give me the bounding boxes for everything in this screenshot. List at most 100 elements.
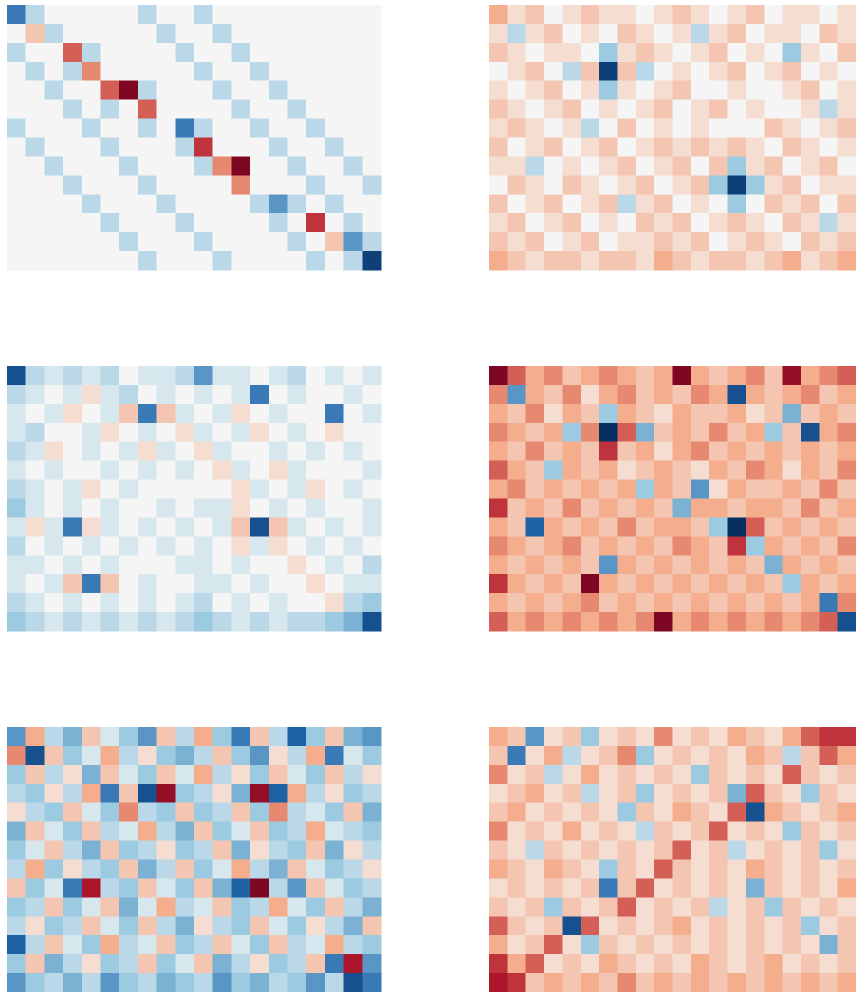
heatmap-cell bbox=[137, 593, 157, 613]
heatmap-cell bbox=[672, 366, 692, 386]
heatmap-cell bbox=[137, 536, 157, 556]
heatmap-cell bbox=[137, 935, 157, 955]
heatmap-cell bbox=[635, 441, 655, 462]
heatmap-cell bbox=[654, 156, 673, 176]
heatmap-cell bbox=[100, 878, 120, 898]
heatmap-cell bbox=[156, 460, 176, 480]
heatmap-cell bbox=[194, 802, 214, 823]
heatmap-cell bbox=[212, 973, 232, 992]
heatmap-cell bbox=[599, 878, 618, 898]
heatmap-cell bbox=[507, 536, 527, 556]
heatmap-cell bbox=[800, 366, 820, 386]
heatmap-cell bbox=[782, 479, 802, 499]
heatmap-cell bbox=[672, 118, 692, 138]
heatmap-cell bbox=[212, 366, 232, 386]
heatmap-cell bbox=[119, 23, 139, 44]
heatmap-cell bbox=[654, 460, 673, 480]
heatmap-cell bbox=[599, 954, 618, 974]
heatmap-cell bbox=[489, 973, 508, 992]
heatmap-cell bbox=[7, 61, 27, 82]
heatmap-cell bbox=[819, 213, 839, 233]
heatmap-cell bbox=[231, 23, 251, 44]
heatmap-cell bbox=[212, 498, 232, 518]
heatmap-cell bbox=[250, 384, 270, 405]
heatmap-cell bbox=[137, 441, 157, 462]
heatmap-cell bbox=[156, 517, 176, 537]
heatmap-cell bbox=[81, 878, 101, 898]
heatmap-cell bbox=[156, 840, 176, 860]
heatmap-cell bbox=[599, 536, 618, 556]
heatmap-cell bbox=[745, 612, 765, 632]
heatmap-cell bbox=[489, 61, 508, 82]
heatmap-cell bbox=[617, 213, 637, 233]
heatmap-cell bbox=[672, 384, 692, 405]
heatmap-cell bbox=[175, 973, 195, 992]
heatmap-cell bbox=[7, 536, 27, 556]
heatmap-cell bbox=[562, 574, 582, 594]
heatmap-cell bbox=[489, 916, 508, 936]
heatmap-cell bbox=[25, 441, 45, 462]
heatmap-cell bbox=[782, 593, 802, 613]
heatmap-cell bbox=[250, 460, 270, 480]
heatmap-cell bbox=[231, 194, 251, 214]
heatmap-cell bbox=[580, 403, 600, 424]
heatmap-cell bbox=[156, 384, 176, 405]
heatmap-cell bbox=[562, 441, 582, 462]
heatmap-cell bbox=[287, 764, 307, 785]
heatmap-cell bbox=[800, 42, 820, 63]
heatmap-cell bbox=[137, 5, 157, 25]
heatmap-cell bbox=[306, 137, 326, 157]
heatmap-cell bbox=[764, 479, 783, 499]
heatmap-cell bbox=[635, 764, 655, 785]
heatmap-cell bbox=[175, 175, 195, 195]
heatmap-cell bbox=[544, 498, 563, 518]
heatmap-cell bbox=[175, 23, 195, 44]
heatmap-cell bbox=[635, 118, 655, 138]
heatmap-cell bbox=[63, 555, 83, 575]
heatmap-cell bbox=[194, 80, 214, 101]
heatmap-cell bbox=[156, 802, 176, 823]
heatmap-cell bbox=[764, 954, 783, 974]
heatmap-cell bbox=[156, 366, 176, 386]
heatmap-cell bbox=[156, 897, 176, 917]
heatmap-cell bbox=[819, 23, 839, 44]
heatmap-cell bbox=[635, 612, 655, 632]
heatmap-cell bbox=[800, 384, 820, 405]
heatmap-cell bbox=[782, 403, 802, 424]
heatmap-cell bbox=[727, 99, 747, 119]
heatmap-cell bbox=[100, 42, 120, 63]
heatmap-cell bbox=[617, 498, 637, 518]
heatmap-cell bbox=[635, 555, 655, 575]
heatmap-cell bbox=[268, 802, 288, 823]
heatmap-cell bbox=[63, 745, 83, 766]
heatmap-cell bbox=[137, 251, 157, 271]
heatmap-cell bbox=[672, 479, 692, 499]
heatmap-cell bbox=[194, 118, 214, 138]
heatmap-cell bbox=[324, 366, 344, 386]
heatmap-cell bbox=[306, 118, 326, 138]
heatmap-cell bbox=[819, 422, 839, 443]
heatmap-cell bbox=[119, 232, 139, 252]
heatmap-cell bbox=[525, 574, 545, 594]
heatmap-cell bbox=[819, 384, 839, 405]
heatmap-cell bbox=[231, 821, 251, 841]
heatmap-cell bbox=[654, 783, 673, 804]
heatmap-cell bbox=[63, 137, 83, 157]
heatmap-cell bbox=[672, 251, 692, 271]
heatmap-cell bbox=[709, 232, 728, 252]
heatmap-cell bbox=[287, 384, 307, 405]
heatmap-cell bbox=[489, 384, 508, 405]
heatmap-cell bbox=[819, 366, 839, 386]
heatmap-cell bbox=[709, 555, 728, 575]
heatmap-cell bbox=[672, 840, 692, 860]
heatmap-cell bbox=[156, 783, 176, 804]
heatmap-cell bbox=[525, 175, 545, 195]
heatmap-cell bbox=[362, 61, 382, 82]
heatmap-cell bbox=[819, 137, 839, 157]
heatmap-cell bbox=[63, 366, 83, 386]
heatmap-cell bbox=[81, 859, 101, 879]
heatmap-cell bbox=[745, 517, 765, 537]
heatmap-cell bbox=[324, 821, 344, 841]
heatmap-cell bbox=[544, 80, 563, 101]
heatmap-cell bbox=[819, 954, 839, 974]
